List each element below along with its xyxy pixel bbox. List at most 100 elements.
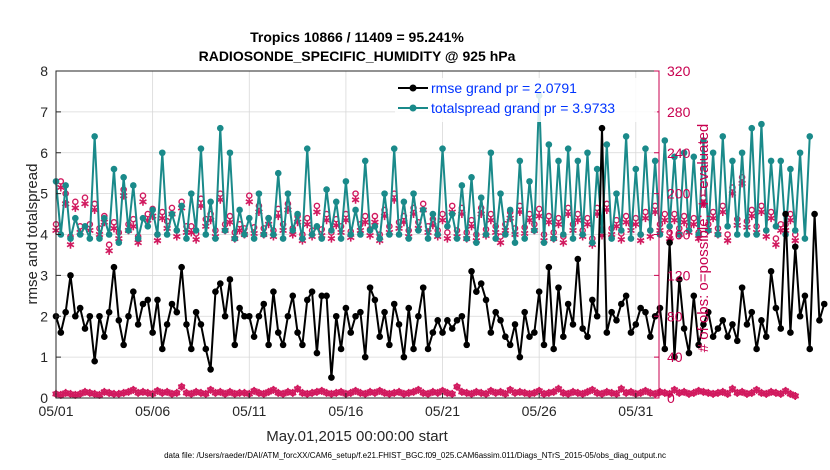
evaluated-obs-bottom-point <box>617 384 626 393</box>
series-layer <box>52 92 828 400</box>
totalspread-point <box>86 235 94 242</box>
rmse-point <box>801 292 809 300</box>
rmse-point <box>516 353 524 361</box>
evaluated-obs-point <box>680 218 688 227</box>
rmse-point <box>381 308 388 316</box>
rmse-point <box>748 308 756 316</box>
rmse-point <box>690 292 698 300</box>
rmse-point <box>733 337 741 345</box>
rmse-point <box>661 345 669 353</box>
totalspread-point <box>700 137 707 144</box>
totalspread-point <box>458 182 466 189</box>
totalspread-point <box>719 133 727 140</box>
totalspread-point <box>424 235 432 242</box>
rmse-point <box>265 341 272 349</box>
evaluated-obs-point <box>486 216 495 225</box>
possible-obs-point <box>671 210 678 218</box>
totalspread-point <box>787 165 794 173</box>
evaluated-obs-point <box>438 216 447 225</box>
y2-tick-label: 200 <box>667 186 691 202</box>
rmse-point <box>62 308 69 316</box>
totalspread-point <box>666 223 673 230</box>
rmse-point <box>303 296 311 304</box>
rmse-point <box>221 312 229 320</box>
rmse-point <box>270 288 277 296</box>
rmse-point <box>110 263 118 271</box>
rmse-point <box>91 357 98 365</box>
totalspread-point <box>511 239 519 246</box>
rmse-point <box>671 353 678 361</box>
totalspread-point <box>342 178 350 185</box>
totalspread-point <box>806 133 814 140</box>
totalspread-point <box>463 235 470 242</box>
totalspread-point <box>294 210 301 218</box>
evaluated-obs-point <box>583 220 592 229</box>
rmse-point <box>86 312 94 320</box>
y2-tick-label: 80 <box>667 308 683 324</box>
rmse-point <box>361 353 369 361</box>
totalspread-point <box>772 223 780 230</box>
totalspread-point <box>555 157 562 165</box>
totalspread-point <box>265 214 272 222</box>
totalspread-point <box>584 149 591 157</box>
totalspread-point <box>560 231 567 238</box>
possible-obs-point <box>772 235 780 242</box>
totalspread-point <box>632 165 640 173</box>
rmse-point <box>458 312 466 320</box>
evaluated-obs-point <box>361 218 370 227</box>
totalspread-point <box>134 235 142 242</box>
evaluated-obs-point <box>772 240 780 249</box>
rmse-point <box>574 255 582 263</box>
evaluated-obs-bottom-point <box>723 389 732 398</box>
totalspread-point <box>110 165 118 173</box>
x-axis-ticks: 05/01 05/06 05/11 05/16 05/21 05/26 05/31 <box>38 393 654 419</box>
totalspread-point <box>453 235 461 242</box>
evaluated-obs-point <box>313 208 321 217</box>
rmse-point <box>811 210 818 218</box>
totalspread-point <box>81 223 89 230</box>
rmse-point <box>729 321 736 328</box>
rmse-point <box>647 333 654 340</box>
totalspread-point <box>448 210 456 218</box>
rmse-point <box>308 288 316 296</box>
totalspread-point <box>332 198 340 206</box>
totalspread-point <box>415 227 422 234</box>
totalspread-point <box>743 231 751 238</box>
rmse-point <box>434 317 442 324</box>
evaluated-obs-point <box>612 222 621 231</box>
totalspread-point <box>231 235 239 242</box>
rmse-point <box>816 317 823 324</box>
y2-tick-label: 160 <box>667 227 691 243</box>
totalspread-point <box>274 169 282 177</box>
rmse-point <box>453 317 461 324</box>
totalspread-point <box>187 190 195 197</box>
rmse-point <box>144 296 152 304</box>
y-tick-label: 4 <box>40 227 48 243</box>
evaluated-obs-point <box>496 238 505 247</box>
rmse-point <box>81 325 89 332</box>
totalspread-point <box>405 235 413 242</box>
rmse-point <box>521 308 528 316</box>
rmse-point <box>627 329 635 336</box>
rmse-point <box>579 325 586 332</box>
rmse-point <box>212 288 219 296</box>
totalspread-point <box>477 194 485 202</box>
rmse-point <box>424 345 432 353</box>
rmse-point <box>72 312 79 320</box>
totalspread-point <box>226 149 234 157</box>
rmse-point <box>328 374 335 381</box>
evaluated-obs-point <box>709 214 717 223</box>
rmse-point <box>216 280 224 287</box>
totalspread-point <box>284 190 292 197</box>
totalspread-point <box>270 231 277 238</box>
y-tick-label: 3 <box>40 267 48 283</box>
rmse-point <box>101 333 108 340</box>
legend: rmse grand pr = 2.0791 totalspread grand… <box>395 78 657 122</box>
totalspread-point <box>473 239 480 246</box>
totalspread-point <box>506 206 514 214</box>
totalspread-point <box>183 235 190 242</box>
rmse-point <box>704 308 712 316</box>
totalspread-point <box>149 206 156 214</box>
rmse-point <box>642 308 649 316</box>
rmse-point <box>376 333 384 340</box>
